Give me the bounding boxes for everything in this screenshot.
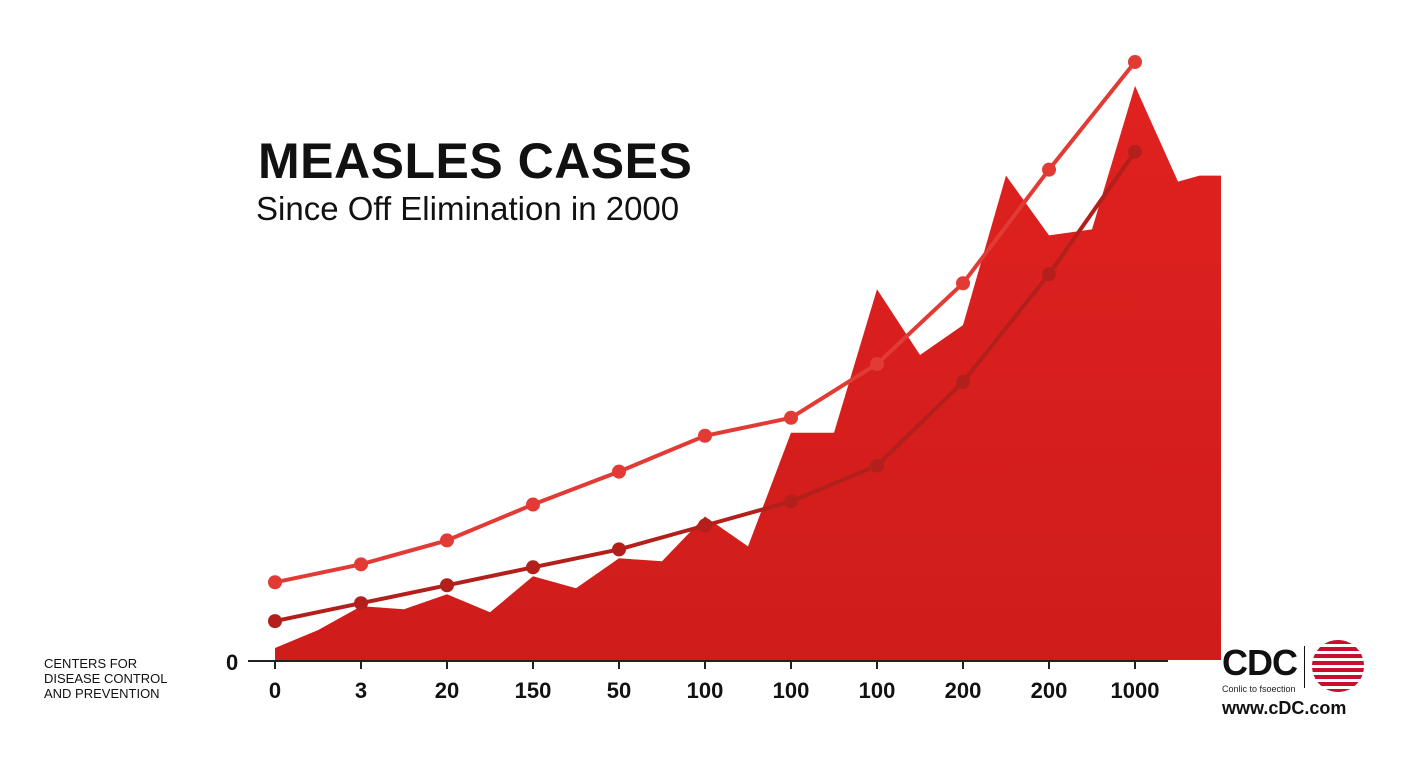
area-series	[275, 85, 1221, 660]
series-1-point	[1042, 162, 1056, 177]
x-tick-label: 100	[687, 678, 724, 703]
x-tick-label: 50	[607, 678, 631, 703]
series-2-point	[354, 596, 368, 611]
x-tick-label: 1000	[1111, 678, 1160, 703]
series-1-point	[354, 557, 368, 572]
series-2-point	[784, 494, 798, 509]
x-tick-label: 3	[355, 678, 367, 703]
series-1-point	[612, 464, 626, 479]
x-tick-label: 200	[945, 678, 982, 703]
series-2-point	[268, 614, 282, 629]
series-1-point	[526, 497, 540, 512]
chart-title: MEASLES CASES	[258, 133, 693, 189]
x-tick-label: 0	[269, 678, 281, 703]
series-2-point	[698, 518, 712, 533]
series-1-point	[870, 356, 884, 371]
logo-wordmark: CDC	[1222, 642, 1298, 683]
series-2-point	[1128, 144, 1142, 159]
x-tick-label: 100	[859, 678, 896, 703]
x-tick-label: 20	[435, 678, 459, 703]
series-2-point	[1042, 267, 1056, 282]
series-1-point	[784, 410, 798, 425]
series-2-point	[870, 458, 884, 473]
series-1-point	[698, 428, 712, 443]
x-tick-label: 150	[515, 678, 552, 703]
x-tick-label: 200	[1031, 678, 1068, 703]
organization-name: CENTERS FOR DISEASE CONTROL AND PREVENTI…	[44, 656, 204, 701]
organization-line: DISEASE CONTROL	[44, 671, 168, 686]
series-1-point	[268, 575, 282, 590]
series-2-point	[612, 542, 626, 557]
x-tick-label: 100	[773, 678, 810, 703]
organization-line: CENTERS FOR	[44, 656, 138, 671]
series-1-point	[1128, 55, 1142, 69]
logo-url: www.cDC.com	[1222, 698, 1347, 718]
chart-subtitle: Since Off Elimination in 2000	[256, 190, 680, 227]
series-2-point	[526, 560, 540, 575]
series-2-point	[440, 578, 454, 593]
series-1-point	[956, 276, 970, 291]
logo-divider	[1304, 646, 1305, 688]
striped-circle-icon	[1312, 640, 1364, 692]
y-tick-label: 0	[226, 650, 239, 675]
cdc-logo: CDC Conlic to fsoection www.cDC.com	[1222, 640, 1372, 720]
series-2-point	[956, 374, 970, 389]
logo-tagline: Conlic to fsoection	[1222, 684, 1296, 694]
organization-line: AND PREVENTION	[44, 686, 160, 701]
series-1-point	[440, 533, 454, 548]
